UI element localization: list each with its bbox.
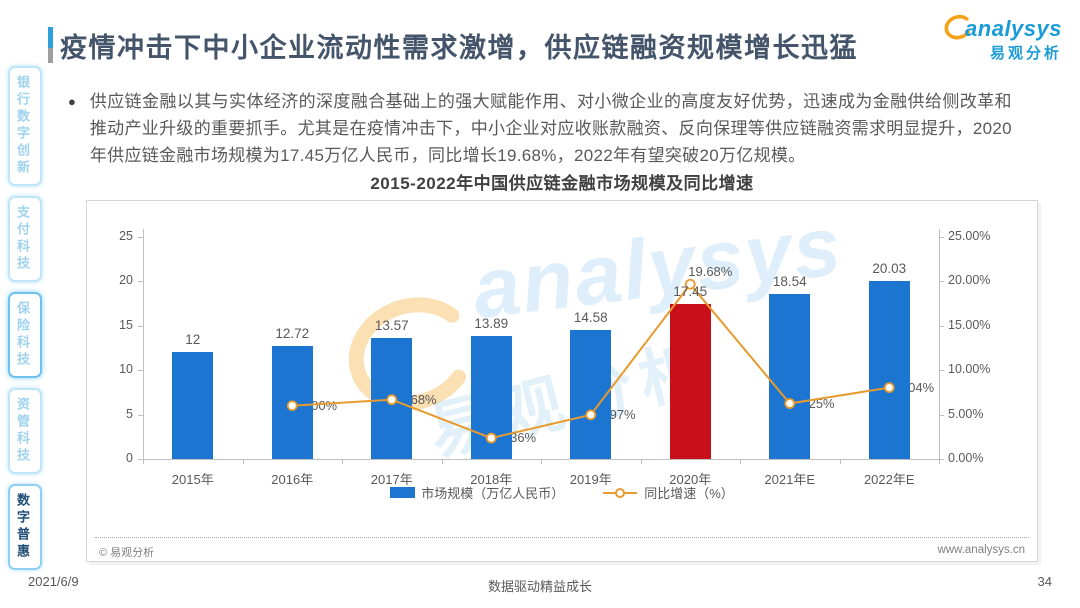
chart-website-link[interactable]: www.analysys.cn [937, 544, 1025, 556]
tick-mark [143, 459, 144, 464]
tick-mark [138, 370, 143, 372]
tick-mark [138, 325, 143, 327]
chart-title: 2015-2022年中国供应链金融市场规模及同比增速 [370, 174, 754, 193]
tick-mark [939, 370, 944, 372]
y-tick-right: 15.00% [948, 317, 991, 332]
footer-date: 2021/6/9 [28, 574, 79, 589]
sidebar-tab-1[interactable]: 支付科技 [8, 196, 42, 282]
x-axis-label: 2021年E [764, 472, 816, 487]
y-tick-right: 10.00% [948, 362, 991, 377]
tick-mark [939, 414, 944, 416]
legend-item-line: 同比增速（%） [602, 483, 734, 502]
tick-mark [640, 459, 642, 464]
tick-mark [839, 459, 841, 464]
growth-line [286, 278, 895, 444]
bar-value-label: 18.54 [772, 274, 807, 290]
x-axis-label: 2015年 [171, 472, 214, 487]
y-tick-left: 20 [119, 273, 133, 288]
bar-value-label: 12.72 [275, 326, 310, 342]
y-tick-left: 25 [119, 229, 133, 243]
tick-mark [138, 237, 143, 238]
sidebar-tab-0[interactable]: 银行数字创新 [8, 66, 42, 186]
title-accent-bar [48, 27, 53, 63]
y-tick-left: 0 [126, 451, 133, 465]
sidebar-tab-2[interactable]: 保险科技 [8, 292, 42, 378]
y-tick-right: 0.00% [948, 451, 984, 465]
bullet-icon: ● [68, 94, 76, 109]
tick-mark [441, 459, 443, 464]
bar-swatch-icon [390, 487, 416, 498]
chart-copyright: © 易观分析 [99, 547, 155, 559]
legend-bar-label: 市场规模（万亿人民币） [421, 486, 565, 501]
y-tick-left: 15 [119, 317, 133, 332]
tick-mark [939, 459, 940, 464]
y-tick-left: 10 [119, 362, 133, 377]
line-marker-icon [603, 487, 638, 498]
tick-mark [138, 281, 143, 283]
tick-mark [939, 237, 944, 238]
x-axis-label: 2019年 [569, 472, 612, 487]
bar-2021年E [769, 294, 811, 459]
dotted-divider [95, 537, 1029, 538]
bar-2015年 [172, 352, 214, 459]
analysys-swirl-icon [944, 14, 970, 40]
chart-card: analysys 易观分析 05101520250.00%5.00%10.00%… [86, 198, 1038, 562]
sidebar-tab-4[interactable]: 数字普惠 [8, 484, 42, 570]
plot-area: 0 5 10 15 20 25 0.00% 5.00% 10.00% 15.00% 20.00% 25… [87, 201, 1037, 561]
bar-value-label: 17.45 [673, 284, 708, 300]
legend-item-bar: 市场规模（万亿人民币） [390, 483, 564, 502]
y-tick-right: 25.00% [948, 229, 991, 243]
tick-mark [242, 459, 244, 464]
logo-text: analysys [965, 16, 1062, 41]
tick-mark [939, 281, 944, 283]
x-axis-label: 2016年 [271, 472, 314, 487]
bar-2019年 [570, 329, 612, 459]
legend-line-label: 同比增速（%） [644, 486, 734, 501]
y-axis-left [143, 229, 144, 459]
bar-value-label: 13.57 [374, 318, 409, 334]
tick-mark [939, 325, 944, 327]
bar-value-label: 20.03 [872, 261, 907, 277]
analysys-logo: analysys 易观分析 [938, 12, 1062, 63]
growth-label: 19.68% [688, 264, 733, 280]
sidebar-tab-3[interactable]: 资管科技 [8, 388, 42, 474]
tick-mark [541, 459, 542, 464]
y-tick-left: 5 [126, 406, 133, 421]
y-tick-right: 5.00% [948, 406, 984, 421]
chart-legend: 市场规模（万亿人民币） 同比增速（%） [87, 483, 1037, 502]
page-title: 疫情冲击下中小企业流动性需求激增，供应链融资规模增长迅猛 [60, 33, 858, 63]
tick-mark [138, 414, 143, 416]
bar-2020年 [669, 304, 711, 459]
bar-value-label: 13.89 [474, 315, 509, 331]
intro-block: ● 供应链金融以其与实体经济的深度融合基础上的强大赋能作用、对小微企业的高度友好… [68, 88, 1018, 169]
bar-value-label: 14.58 [573, 309, 608, 325]
intro-text: 供应链金融以其与实体经济的深度融合基础上的强大赋能作用、对小微企业的高度友好优势… [89, 92, 1012, 165]
y-axis-right [939, 229, 940, 459]
tick-mark [740, 459, 741, 464]
tick-mark [342, 459, 343, 464]
x-axis-label: 2020年 [669, 472, 712, 487]
x-axis-label: 2017年 [370, 472, 413, 487]
tick-mark [138, 459, 143, 460]
footer-slogan: 数据驱动精益成长 [487, 579, 592, 594]
x-axis-label: 2018年 [470, 472, 513, 487]
x-axis-label: 2022年E [863, 472, 915, 487]
logo-subtext: 易观分析 [989, 45, 1062, 62]
tick-mark [939, 459, 944, 460]
bar-2022年E [868, 281, 910, 459]
sidebar: 银行数字创新支付科技保险科技资管科技数字普惠 [8, 66, 42, 570]
y-tick-right: 20.00% [948, 273, 991, 288]
footer-page-number: 34 [1037, 574, 1052, 589]
bar-value-label: 12 [185, 332, 201, 348]
